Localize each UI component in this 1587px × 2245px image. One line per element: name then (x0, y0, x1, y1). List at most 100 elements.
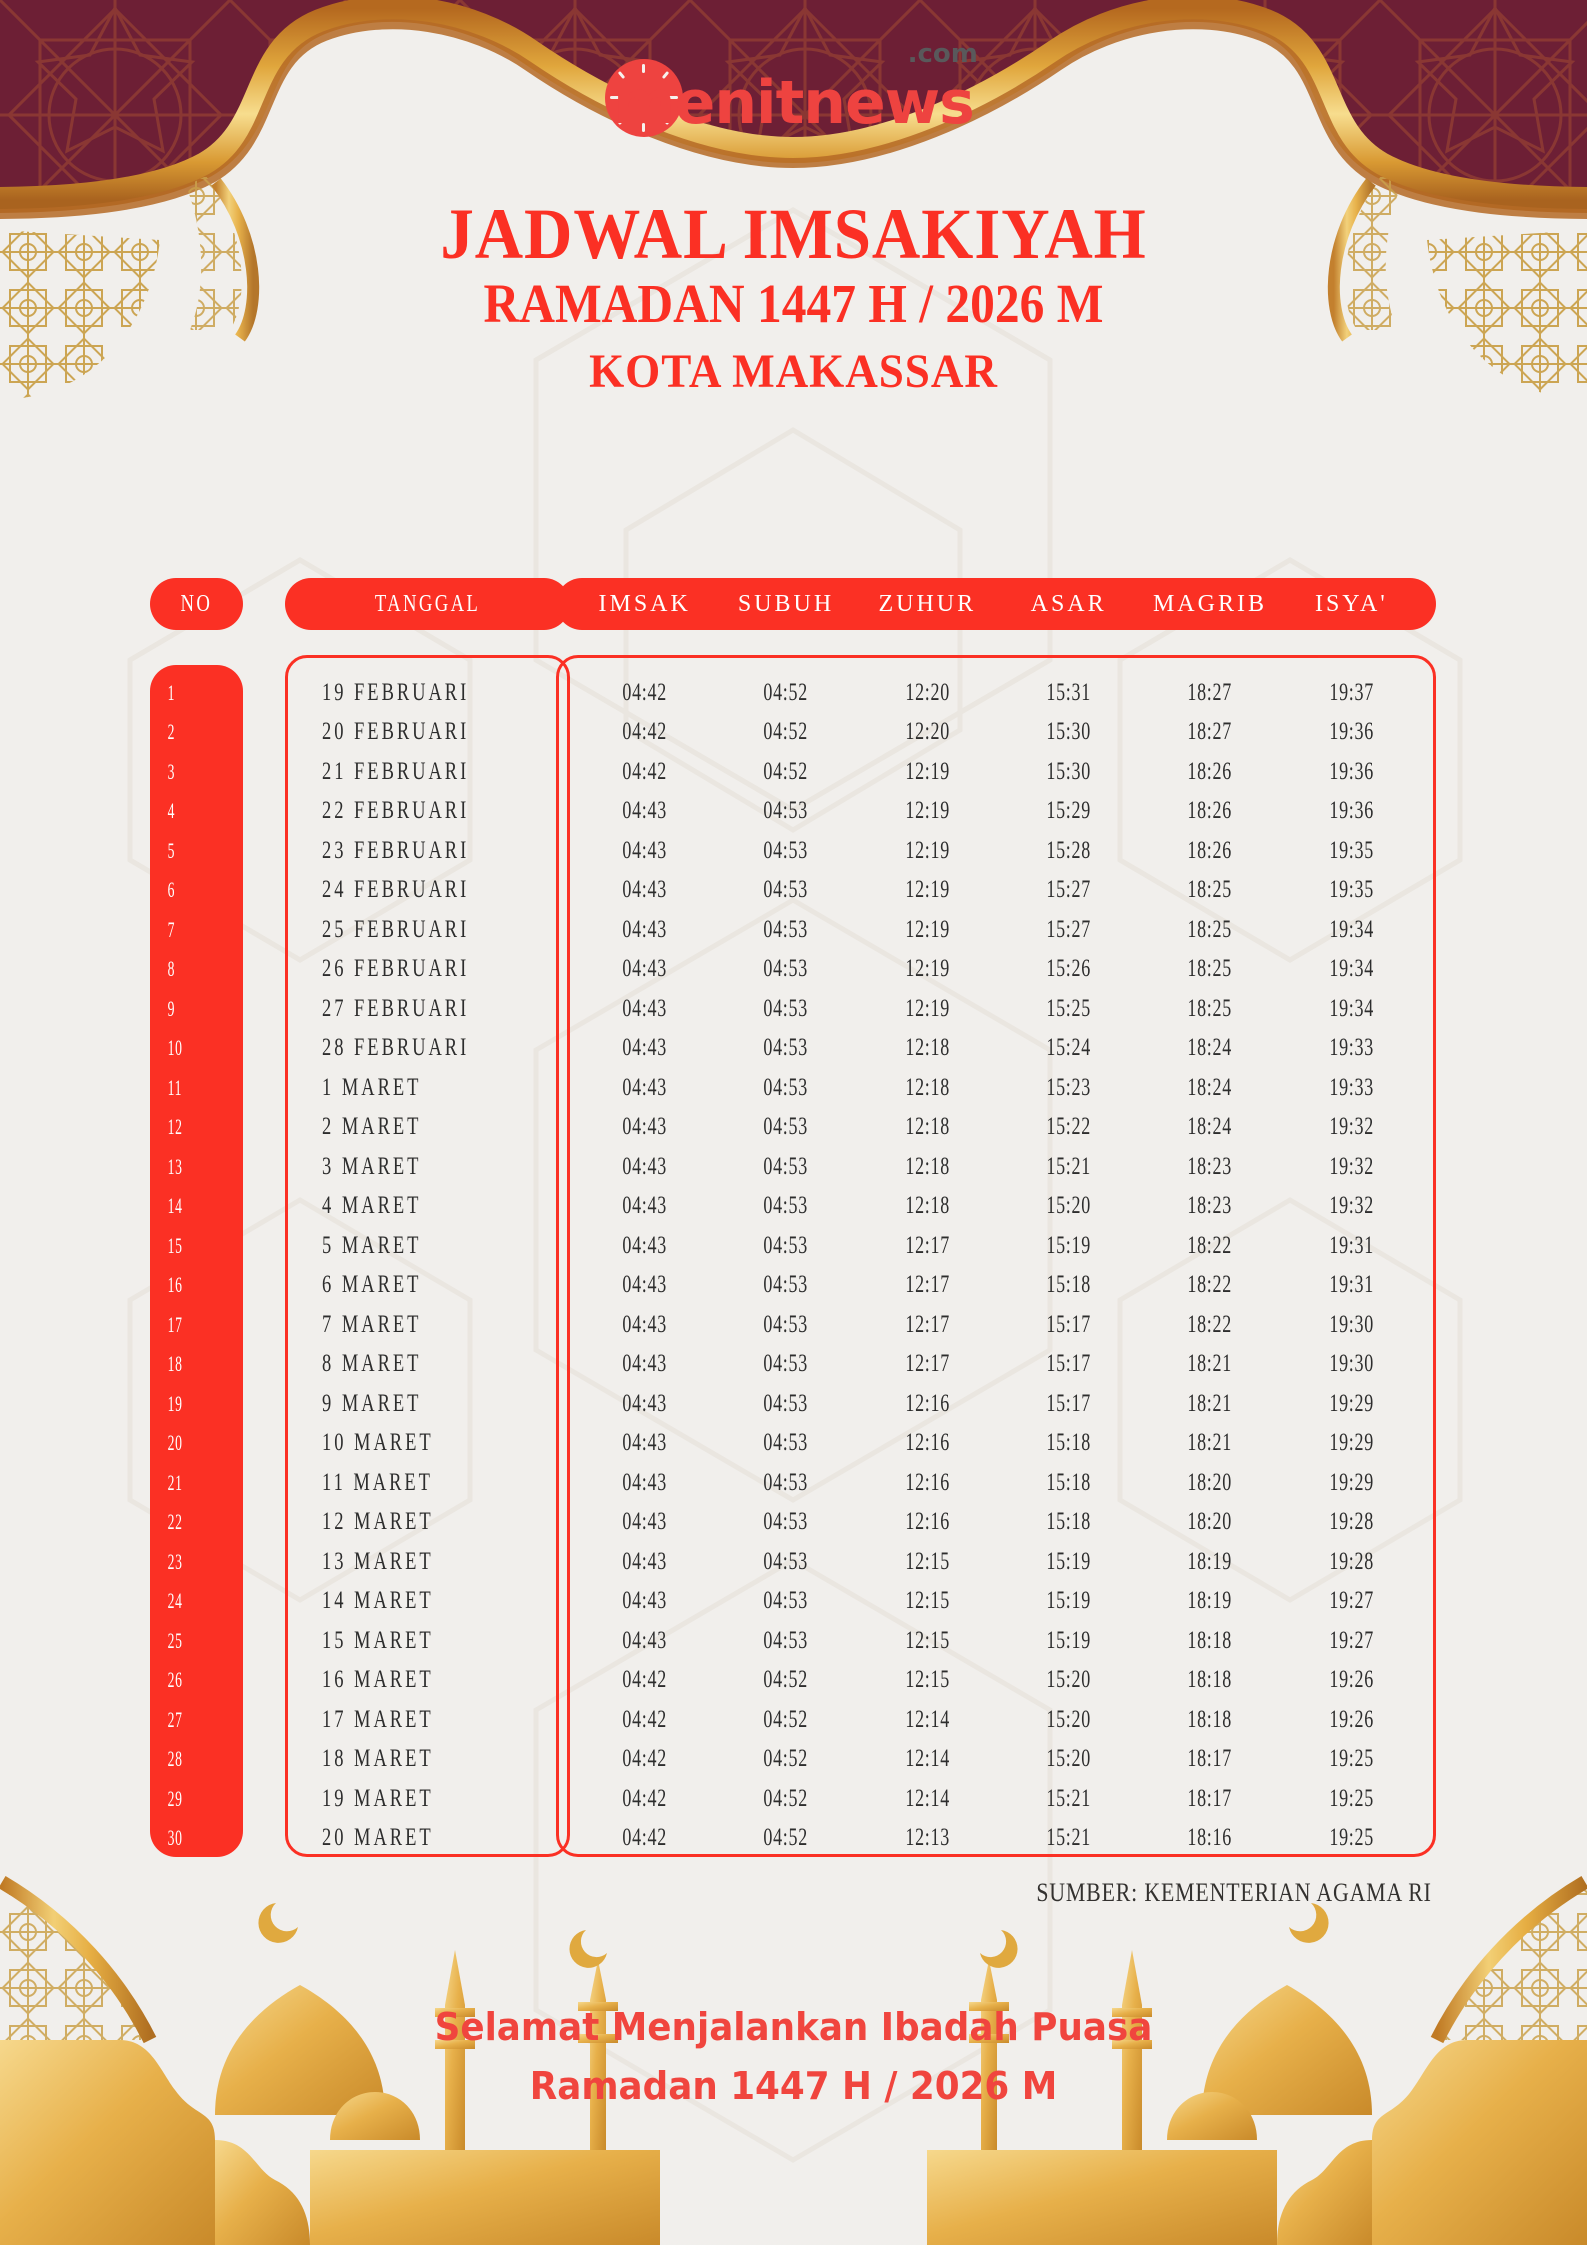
row-time-magrib: 18:20 (1187, 1468, 1233, 1496)
row-time-subuh: 04:52 (763, 678, 809, 706)
table-row-tanggal: 9 MARET (285, 1384, 570, 1424)
row-time-subuh: 04:53 (763, 836, 809, 864)
times-column-rows: 04:42 04:52 12:20 15:31 18:27 19:37 04:42 04:52… (556, 673, 1436, 1858)
row-time-subuh: 04:53 (763, 797, 809, 825)
source-note: SUMBER: KEMENTERIAN AGAMA RI (1036, 1878, 1432, 1907)
row-time-zuhur: 12:17 (905, 1310, 950, 1338)
header-label-no: NO (180, 590, 213, 617)
row-time-isya: 19:29 (1329, 1429, 1374, 1457)
row-time-zuhur: 12:16 (905, 1389, 950, 1417)
row-time-magrib: 18:23 (1187, 1192, 1233, 1220)
row-time-isya: 19:30 (1329, 1310, 1374, 1338)
row-time-isya: 19:28 (1329, 1508, 1374, 1536)
row-time-subuh: 04:53 (763, 955, 809, 983)
row-date: 9 MARET (322, 1389, 422, 1417)
row-date: 1 MARET (322, 1073, 422, 1101)
row-time-subuh: 04:52 (763, 1666, 809, 1694)
row-time-imsak: 04:43 (622, 1626, 667, 1654)
table-row-tanggal: 16 MARET (285, 1661, 570, 1701)
row-time-asar: 15:20 (1046, 1666, 1091, 1694)
row-time-asar: 15:18 (1046, 1508, 1091, 1536)
row-number: 30 (167, 1825, 183, 1851)
row-date: 12 MARET (322, 1508, 434, 1536)
row-time-asar: 15:28 (1046, 836, 1091, 864)
row-time-imsak: 04:43 (622, 1073, 667, 1101)
row-number: 20 (167, 1430, 183, 1456)
table-row-tanggal: 4 MARET (285, 1187, 570, 1227)
row-number: 1 (167, 679, 176, 705)
table-row-tanggal: 13 MARET (285, 1542, 570, 1582)
greeting-line-2: Ramadan 1447 H / 2026 M (529, 2063, 1058, 2108)
table-row-times: 04:43 04:53 12:15 15:19 18:18 19:27 (556, 1621, 1436, 1661)
row-date: 15 MARET (322, 1626, 434, 1654)
table-row-no: 19 (150, 1384, 243, 1424)
row-time-zuhur: 12:18 (905, 1113, 950, 1141)
row-number: 13 (167, 1153, 183, 1179)
row-number: 12 (167, 1114, 183, 1140)
row-time-zuhur: 12:16 (905, 1468, 950, 1496)
row-date: 4 MARET (322, 1192, 422, 1220)
row-time-zuhur: 12:20 (905, 678, 950, 706)
row-time-magrib: 18:18 (1187, 1705, 1233, 1733)
table-row-no: 7 (150, 910, 243, 950)
row-time-isya: 19:35 (1329, 876, 1374, 904)
row-time-zuhur: 12:13 (905, 1824, 950, 1852)
table-row-tanggal: 5 MARET (285, 1226, 570, 1266)
row-time-magrib: 18:23 (1187, 1152, 1233, 1180)
table-row-times: 04:43 04:53 12:16 15:18 18:20 19:28 (556, 1503, 1436, 1543)
row-number: 26 (167, 1667, 183, 1693)
row-number: 15 (167, 1232, 183, 1258)
row-number: 3 (167, 758, 176, 784)
row-date: 18 MARET (322, 1745, 434, 1773)
row-date: 26 FEBRUARI (322, 955, 470, 983)
row-time-asar: 15:20 (1046, 1745, 1091, 1773)
table-row-no: 1 (150, 673, 243, 713)
header-label-subuh: SUBUH (737, 590, 835, 617)
table-row-times: 04:43 04:53 12:19 15:27 18:25 19:35 (556, 871, 1436, 911)
row-number: 18 (167, 1351, 183, 1377)
row-date: 25 FEBRUARI (322, 915, 470, 943)
table-row-tanggal: 20 MARET (285, 1819, 570, 1859)
row-date: 6 MARET (322, 1271, 422, 1299)
row-number: 25 (167, 1627, 183, 1653)
row-time-magrib: 18:22 (1187, 1310, 1233, 1338)
row-time-magrib: 18:25 (1187, 876, 1233, 904)
row-number: 9 (167, 995, 176, 1021)
row-date: 21 FEBRUARI (322, 757, 470, 785)
table-row-no: 30 (150, 1819, 243, 1859)
brand-name: menitnews (613, 68, 975, 138)
row-time-zuhur: 12:19 (905, 955, 950, 983)
header-pill-times: IMSAK SUBUH ZUHUR ASAR MAGRIB ISYA' (556, 578, 1436, 630)
table-row-times: 04:43 04:53 12:16 15:18 18:21 19:29 (556, 1424, 1436, 1464)
table-row-tanggal: 26 FEBRUARI (285, 950, 570, 990)
row-number: 27 (167, 1706, 183, 1732)
brand-logo[interactable]: menitnews .com (0, 39, 1587, 158)
table-row-times: 04:42 04:52 12:20 15:30 18:27 19:36 (556, 713, 1436, 753)
table-row-times: 04:43 04:53 12:18 15:23 18:24 19:33 (556, 1068, 1436, 1108)
row-time-zuhur: 12:14 (905, 1705, 950, 1733)
header-label-zuhur: ZUHUR (878, 590, 977, 617)
row-time-magrib: 18:27 (1187, 718, 1233, 746)
table-row-no: 27 (150, 1700, 243, 1740)
row-time-imsak: 04:43 (622, 1587, 667, 1615)
row-time-magrib: 18:22 (1187, 1231, 1233, 1259)
row-date: 23 FEBRUARI (322, 836, 470, 864)
row-time-asar: 15:19 (1046, 1547, 1091, 1575)
row-time-zuhur: 12:18 (905, 1152, 950, 1180)
table-row-no: 15 (150, 1226, 243, 1266)
table-row-no: 20 (150, 1424, 243, 1464)
row-time-zuhur: 12:15 (905, 1626, 950, 1654)
row-time-asar: 15:27 (1046, 915, 1091, 943)
row-time-isya: 19:29 (1329, 1389, 1374, 1417)
row-time-magrib: 18:18 (1187, 1626, 1233, 1654)
row-time-imsak: 04:43 (622, 994, 667, 1022)
table-row-tanggal: 19 FEBRUARI (285, 673, 570, 713)
row-time-isya: 19:25 (1329, 1784, 1374, 1812)
table-row-no: 26 (150, 1661, 243, 1701)
row-time-asar: 15:17 (1046, 1389, 1091, 1417)
table-row-no: 22 (150, 1503, 243, 1543)
row-time-isya: 19:27 (1329, 1626, 1374, 1654)
row-time-imsak: 04:43 (622, 1231, 667, 1259)
row-time-magrib: 18:21 (1187, 1429, 1233, 1457)
row-time-asar: 15:22 (1046, 1113, 1091, 1141)
